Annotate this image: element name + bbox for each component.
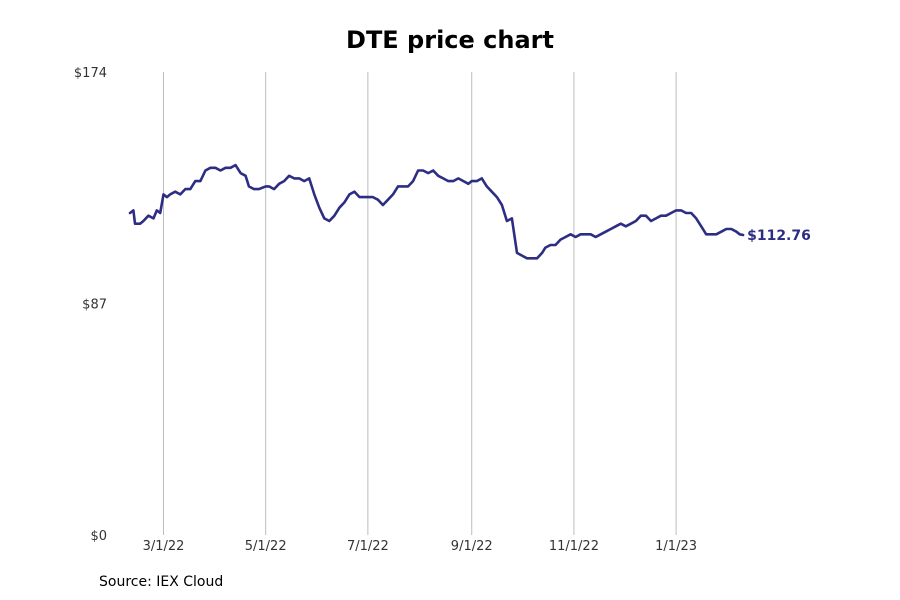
last-price-label: $112.76	[747, 228, 811, 244]
x-tick-label: 3/1/22	[143, 539, 185, 554]
source-note: Source: IEX Cloud	[99, 574, 224, 590]
x-tick-label: 9/1/22	[451, 539, 493, 554]
x-tick-label: 11/1/22	[549, 539, 599, 554]
x-tick-label: 1/1/23	[655, 539, 697, 554]
x-tick-label: 5/1/22	[245, 539, 287, 554]
y-axis-ticks: $0 $87 $174	[74, 66, 107, 544]
chart-title: DTE price chart	[346, 26, 554, 54]
price-series-line	[128, 163, 745, 260]
vertical-grid	[163, 72, 677, 535]
y-tick-label: $0	[90, 529, 107, 544]
x-axis-ticks: 3/1/22 5/1/22 7/1/22 9/1/22 11/1/22 1/1/23	[143, 539, 697, 554]
x-tick-label: 7/1/22	[347, 539, 389, 554]
y-tick-label: $87	[82, 298, 107, 313]
y-tick-label: $174	[74, 66, 107, 81]
